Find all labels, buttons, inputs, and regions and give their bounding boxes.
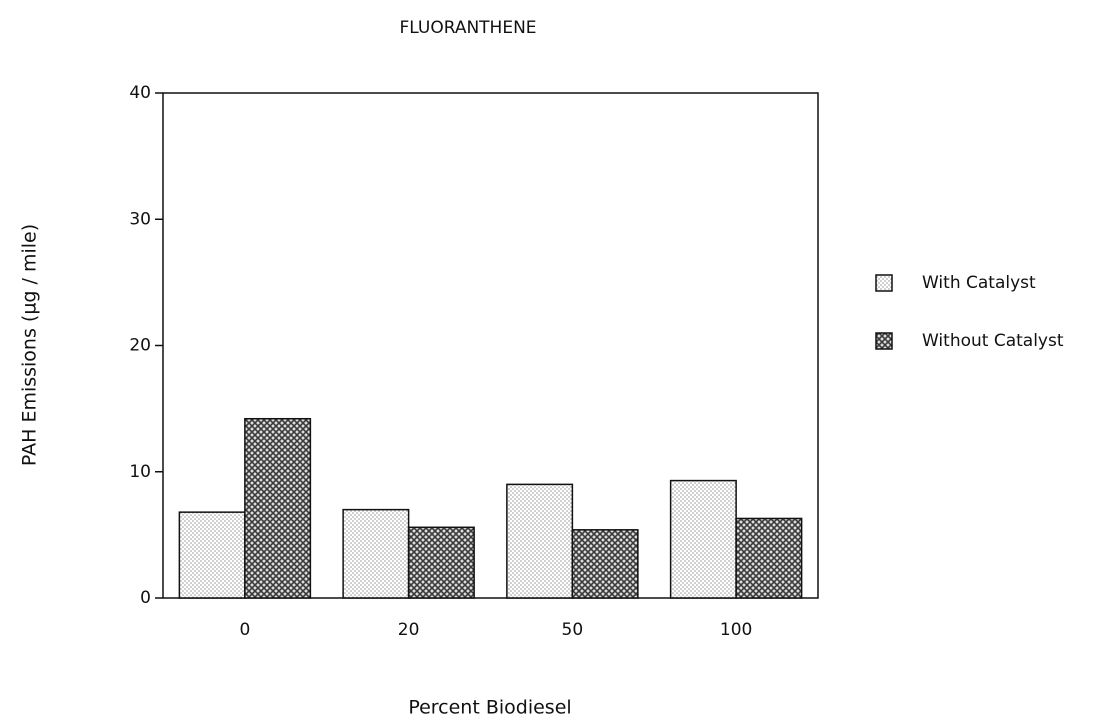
bar	[669, 479, 737, 599]
y-tick-label: 20	[129, 336, 151, 356]
y-tick-label: 40	[129, 83, 151, 103]
bar	[244, 417, 312, 599]
legend-label: With Catalyst	[922, 273, 1036, 293]
legend-swatch	[875, 332, 893, 350]
legend-label: Without Catalyst	[922, 331, 1064, 351]
bar	[571, 529, 639, 599]
bar	[407, 526, 475, 599]
y-tick-label: 30	[129, 209, 151, 229]
x-tick-label: 100	[720, 620, 752, 640]
bar	[735, 517, 803, 599]
chart-title: FLUORANTHENE	[399, 18, 536, 38]
x-axis-label: Percent Biodiesel	[408, 697, 571, 719]
y-axis-label: PAH Emissions (µg / mile)	[19, 224, 41, 466]
x-tick-label: 50	[562, 620, 584, 640]
bar	[506, 483, 574, 599]
legend-swatch	[875, 274, 893, 292]
x-tick-label: 20	[398, 620, 420, 640]
bar	[178, 511, 246, 599]
bar	[342, 508, 410, 599]
x-tick-label: 0	[239, 620, 250, 640]
y-tick-label: 0	[140, 588, 151, 608]
y-tick-label: 10	[129, 462, 151, 482]
